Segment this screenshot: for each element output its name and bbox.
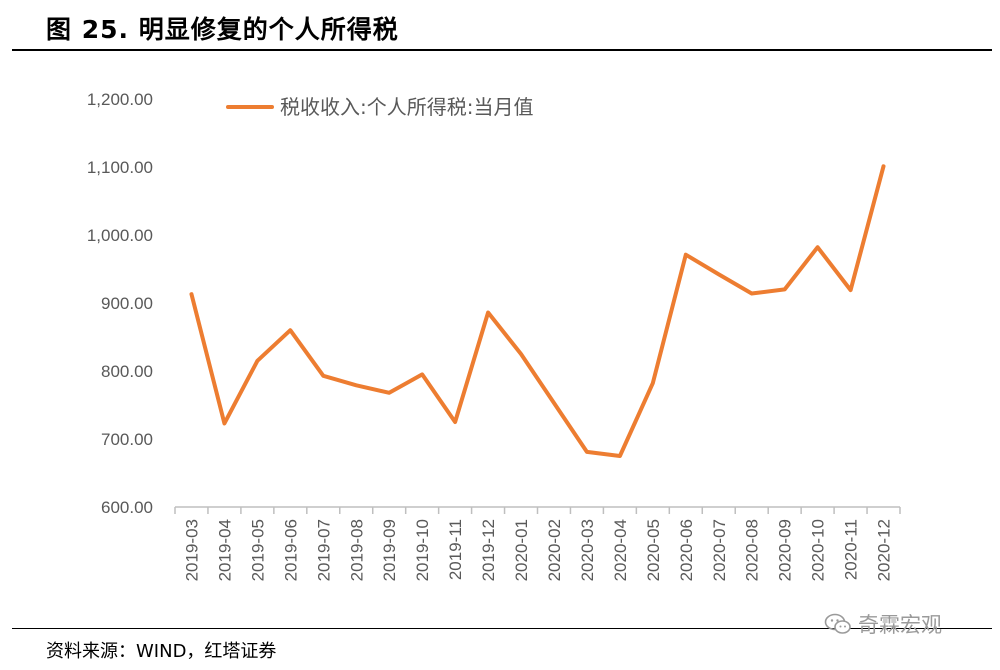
x-tick-label: 2020-02 (545, 519, 564, 581)
x-tick-label: 2020-03 (578, 519, 597, 581)
x-tick-label: 2019-08 (347, 519, 366, 581)
y-axis: 600.00 700.00 800.00 900.00 1,000.00 1,100.00… (87, 90, 153, 517)
x-tick-label: 2020-08 (743, 519, 762, 581)
x-tick-label: 2019-09 (380, 519, 399, 581)
y-tick-label: 700.00 (101, 430, 153, 449)
watermark-text: 奇霖宏观 (858, 613, 942, 637)
y-tick-label: 1,000.00 (87, 226, 153, 245)
x-tick-label: 2019-11 (446, 519, 465, 580)
x-tick-label: 2019-10 (413, 519, 432, 581)
x-tick-label: 2020-01 (512, 519, 531, 581)
legend-label: 税收收入:个人所得税:当月值 (280, 95, 533, 119)
y-tick-label: 1,100.00 (87, 158, 153, 177)
x-tick-label: 2020-12 (875, 519, 894, 581)
x-tick-label: 2020-06 (677, 519, 696, 581)
x-tick-label: 2019-07 (314, 519, 333, 581)
footer-divider (12, 628, 992, 629)
y-tick-label: 900.00 (101, 294, 153, 313)
x-tick-label: 2020-04 (611, 519, 630, 581)
x-tick-label: 2019-12 (479, 519, 498, 581)
x-tick-label: 2019-03 (182, 519, 201, 581)
series-line (189, 164, 886, 458)
y-tick-label: 1,200.00 (87, 90, 153, 109)
page-title: 图 25. 明显修复的个人所得税 (46, 15, 399, 44)
watermark: 奇霖宏观 (824, 610, 942, 638)
x-tick-label: 2019-05 (248, 519, 267, 581)
x-axis: 2019-03 2019-04 2019-05 2019-06 2019-07 2019-… (174, 506, 901, 581)
series-layer (189, 164, 886, 458)
x-tick-label: 2020-05 (644, 519, 663, 581)
source-note: 资料来源：WIND，红塔证券 (46, 641, 277, 662)
y-tick-label: 800.00 (101, 362, 153, 381)
x-tick-label: 2019-06 (281, 519, 300, 581)
title-divider (12, 49, 992, 51)
wechat-icon (824, 613, 851, 634)
x-tick-label: 2020-09 (776, 519, 795, 581)
legend: 税收收入:个人所得税:当月值 (226, 95, 533, 119)
x-tick-label: 2020-07 (710, 519, 729, 581)
y-tick-label: 600.00 (101, 498, 153, 517)
x-tick-label: 2019-04 (215, 519, 234, 581)
x-tick-label: 2020-11 (842, 519, 861, 580)
x-tick-label: 2020-10 (809, 519, 828, 581)
